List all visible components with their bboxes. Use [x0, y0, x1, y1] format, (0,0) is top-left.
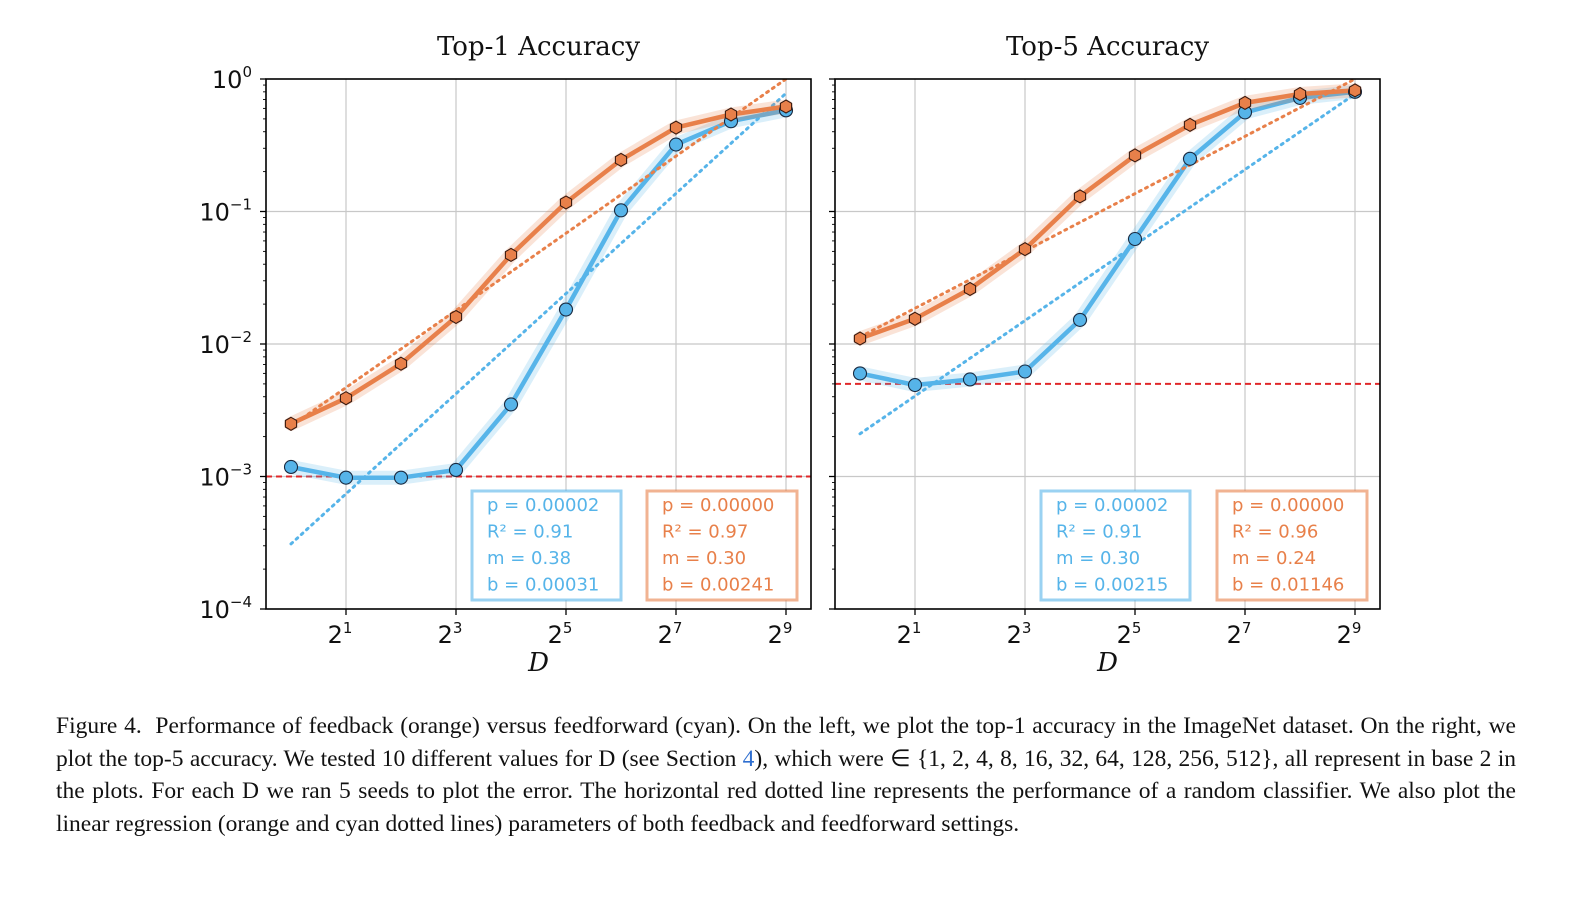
figure-caption: Figure 4. Performance of feedback (orang…	[56, 710, 1516, 840]
stats-box-frame	[645, 489, 799, 602]
feedback-stats-box: p = 0.00000 R² = 0.96 m = 0.24 b = 0.01146	[1215, 489, 1369, 602]
x-axis-label: D	[1096, 648, 1118, 678]
feedback-error-band	[284, 99, 793, 431]
feedback-line	[859, 88, 1356, 341]
feedback-point	[449, 309, 463, 325]
feedforward-point	[558, 302, 574, 317]
y-tick-label: 10−3	[199, 461, 252, 492]
feedforward-point	[852, 366, 868, 381]
stats-line: p = 0.00002	[487, 495, 599, 516]
feedforward-point	[338, 470, 354, 485]
feedforward-point	[962, 372, 978, 387]
caption-text-1: Performance of feedback (orange) versus …	[56, 713, 1516, 772]
feedback-point	[963, 281, 977, 297]
feedback-point	[669, 120, 683, 135]
feedforward-point	[393, 470, 409, 485]
feedforward-point	[1127, 231, 1143, 247]
feedforward-point	[613, 203, 629, 218]
x-axis-label: D	[527, 648, 549, 678]
stats-line: m = 0.30	[1056, 548, 1140, 569]
feedback-point	[339, 391, 353, 406]
x-tick-label: 29	[768, 619, 793, 649]
stats-line: R² = 0.96	[1232, 522, 1318, 543]
x-tick-label: 23	[1007, 619, 1032, 649]
x-tick-label: 27	[1227, 619, 1252, 649]
feedforward-stats-box: p = 0.00002 R² = 0.91 m = 0.38 b = 0.00031	[470, 489, 623, 602]
feedback-point	[724, 107, 738, 122]
caption-label: Figure 4.	[56, 713, 142, 739]
feedback-point	[559, 195, 573, 210]
feedforward-line	[859, 89, 1356, 388]
feedback-error-band	[853, 83, 1362, 346]
feedforward-point	[448, 462, 464, 478]
feedforward-error-band	[853, 84, 1362, 392]
feedback-point	[504, 247, 518, 263]
stats-line: b = 0.01146	[1232, 575, 1344, 596]
stats-line: b = 0.00215	[1056, 575, 1168, 596]
stats-line: p = 0.00002	[1056, 495, 1168, 516]
chart-title: Top-1 Accuracy	[437, 32, 640, 62]
stats-box-frame	[1215, 489, 1369, 602]
feedback-stats-box: p = 0.00000 R² = 0.97 m = 0.30 b = 0.00241	[645, 489, 799, 602]
feedback-point	[1238, 95, 1252, 111]
stats-line: b = 0.00031	[487, 575, 599, 596]
feedback-point	[908, 311, 922, 326]
feedforward-point	[668, 137, 684, 152]
feedback-point	[1018, 241, 1032, 257]
y-tick-label: 100	[212, 63, 252, 94]
stats-line: m = 0.30	[662, 548, 746, 569]
stats-line: R² = 0.91	[487, 522, 573, 543]
feedback-point	[1293, 86, 1307, 102]
y-tick-label: 10−2	[199, 328, 252, 359]
x-tick-label: 27	[658, 619, 683, 649]
feedforward-point	[283, 459, 299, 475]
x-tick-label: 23	[438, 619, 463, 649]
feedforward-stats-box: p = 0.00002 R² = 0.91 m = 0.30 b = 0.00215	[1039, 489, 1192, 602]
feedback-regression-line	[858, 79, 1357, 339]
feedforward-point	[1072, 312, 1088, 327]
feedback-point	[1348, 83, 1362, 98]
feedback-point	[614, 152, 628, 168]
stats-line: m = 0.24	[1232, 548, 1316, 569]
stats-box-frame	[1039, 489, 1192, 602]
stats-line: p = 0.00000	[662, 495, 774, 516]
stats-line: p = 0.00000	[1232, 495, 1344, 516]
feedback-point	[394, 356, 408, 371]
stats-line: R² = 0.97	[662, 522, 748, 543]
feedback-line	[290, 104, 787, 426]
feedforward-point	[1182, 151, 1198, 166]
feedback-point	[853, 331, 867, 346]
feedforward-regression-line	[858, 92, 1357, 436]
caption-text-2: ), which were ∈ {1, 2, 4, 8, 16, 32, 64,…	[56, 745, 1516, 837]
feedback-point	[1073, 189, 1087, 204]
feedback-regression-line	[289, 79, 788, 428]
stats-line: b = 0.00241	[662, 575, 774, 596]
stats-box-frame	[470, 489, 623, 602]
x-tick-label: 21	[897, 619, 922, 649]
stats-line: m = 0.38	[487, 548, 571, 569]
section-link[interactable]: 4	[742, 745, 755, 772]
feedback-point	[779, 99, 793, 114]
feedback-point	[1183, 117, 1197, 133]
y-tick-label: 10−1	[199, 196, 252, 227]
feedforward-error-band	[284, 103, 793, 485]
stats-line: R² = 0.91	[1056, 522, 1142, 543]
feedback-point	[284, 416, 298, 431]
y-tick-label: 10−4	[199, 593, 252, 624]
x-tick-label: 29	[1337, 619, 1362, 649]
feedback-point	[1128, 148, 1142, 163]
feedforward-regression-line	[289, 91, 788, 546]
feedforward-point	[907, 377, 923, 393]
x-tick-label: 25	[548, 619, 573, 649]
x-tick-label: 25	[1117, 619, 1142, 649]
feedforward-point	[503, 397, 519, 412]
x-tick-label: 21	[328, 619, 353, 649]
feedforward-line	[290, 108, 787, 480]
feedforward-point	[1017, 364, 1033, 379]
chart-title: Top-5 Accuracy	[1006, 32, 1209, 62]
